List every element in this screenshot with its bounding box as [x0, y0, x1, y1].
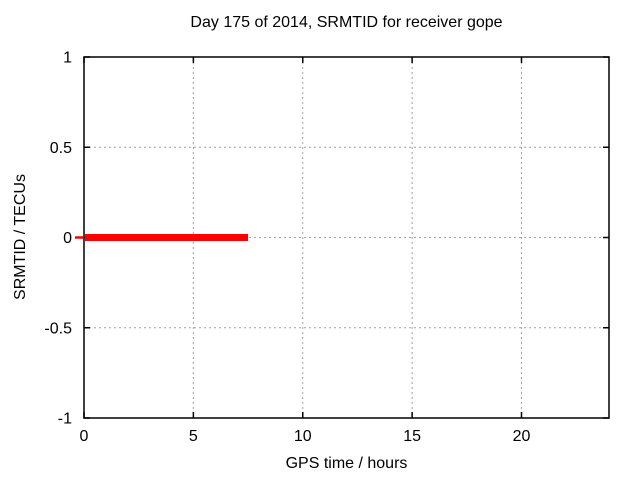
- y-tick-label: 1: [63, 50, 72, 67]
- y-tick-label: -1: [58, 411, 72, 428]
- y-tick-label: -0.5: [44, 320, 72, 337]
- x-tick-label: 15: [403, 428, 421, 445]
- x-tick-label: 10: [294, 428, 312, 445]
- chart-title: Day 175 of 2014, SRMTID for receiver gop…: [190, 14, 503, 31]
- x-tick-label: 5: [189, 428, 198, 445]
- x-tick-label: 0: [80, 428, 89, 445]
- y-tick-label: 0.5: [50, 140, 72, 157]
- y-tick-label: 0: [63, 230, 72, 247]
- x-axis-label: GPS time / hours: [285, 455, 408, 472]
- x-tick-label: 20: [513, 428, 531, 445]
